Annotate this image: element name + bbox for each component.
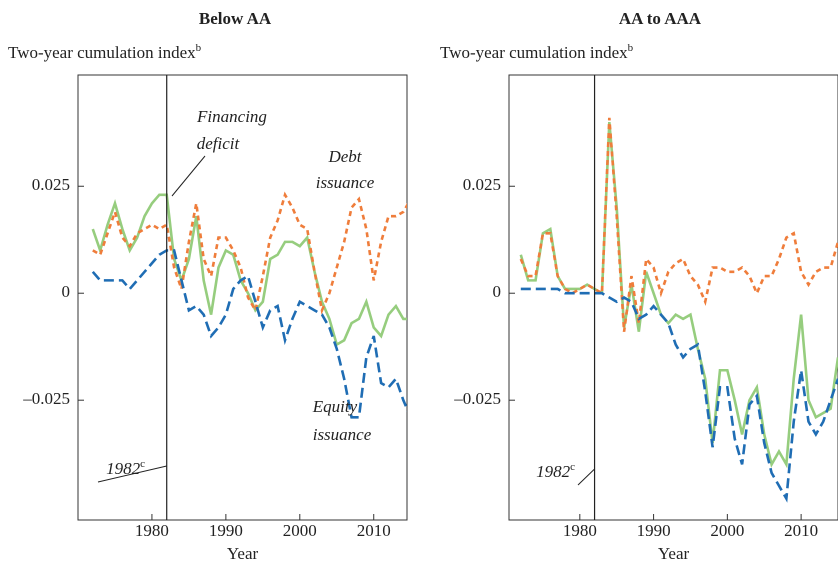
leader	[171, 155, 206, 197]
x-tick-label: 2000	[710, 521, 744, 540]
y-tick-label: 0.025	[463, 175, 501, 194]
series-label: issuance	[316, 173, 375, 192]
plot	[91, 191, 407, 419]
series-line	[519, 117, 838, 332]
x-tick-label: 1980	[135, 521, 169, 540]
series-label: issuance	[313, 425, 372, 444]
series-line	[520, 287, 838, 503]
plot-frame	[77, 74, 408, 521]
reference-label-year: 1982	[536, 462, 571, 481]
chart-title: Below AA	[199, 9, 272, 28]
y-axis-label-note: b	[628, 42, 634, 54]
chart-title: AA to AAA	[619, 9, 702, 28]
reference-label-note: c	[570, 461, 575, 473]
x-axis-label: Year	[227, 544, 259, 563]
x-tick-label: 2010	[784, 521, 818, 540]
x-tick-label: 1990	[637, 521, 671, 540]
y-tick-label: 0.025	[32, 175, 70, 194]
series-label: deficit	[197, 134, 241, 153]
x-tick-label: 1980	[563, 521, 597, 540]
series-line	[91, 249, 407, 419]
reference-label-year: 1982	[106, 459, 141, 478]
y-tick-label: 0	[493, 282, 502, 301]
y-axis-label-note: b	[196, 42, 202, 54]
y-tick-label: 0	[62, 282, 71, 301]
x-tick-label: 1990	[209, 521, 243, 540]
x-tick-label: 2000	[283, 521, 317, 540]
reference-label-note: c	[140, 458, 145, 470]
y-axis-label-text: Two-year cumulation index	[8, 43, 196, 62]
leader	[97, 465, 167, 483]
x-tick-label: 2010	[357, 521, 391, 540]
series-line	[91, 193, 407, 347]
plot-frame	[508, 74, 838, 521]
y-tick-label: –0.025	[453, 389, 501, 408]
series-label: Debt	[327, 147, 362, 166]
y-axis-label-text: Two-year cumulation index	[440, 43, 628, 62]
reference-label: 1982c	[106, 458, 145, 478]
series-label: Financing	[196, 107, 267, 126]
reference-label: 1982c	[536, 461, 575, 481]
x-axis-label: Year	[658, 544, 690, 563]
series-label: Equity	[312, 397, 358, 416]
y-axis-label: Two-year cumulation indexb	[8, 42, 202, 62]
plot	[519, 117, 838, 503]
y-axis-label: Two-year cumulation indexb	[440, 42, 634, 62]
series-line	[92, 191, 407, 315]
series-line	[519, 121, 838, 469]
leader	[577, 468, 595, 486]
y-tick-label: –0.025	[22, 389, 70, 408]
